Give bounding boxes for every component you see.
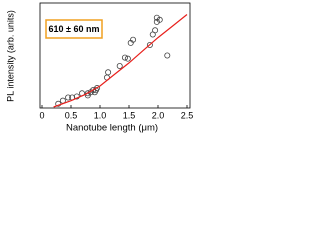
data-point [124,55,131,62]
data-point [65,94,72,101]
data-point [84,90,91,97]
data-point [105,69,112,76]
x-tick-label: 1.5 [123,110,136,120]
plot-frame [39,2,191,109]
annotation-box [45,19,103,39]
x-tick-label: 0 [39,110,44,120]
x-tick-label: 1.0 [94,110,107,120]
annotation: 610 ± 60 nm [49,24,100,34]
x-tick-label: 0.5 [65,110,78,120]
x-tick-label: 2.5 [181,110,194,120]
fit-line [53,14,188,108]
x-axis-label: Nanotube length (μm) [66,123,158,134]
data-point [156,16,163,23]
data-point [116,63,123,70]
data-point [164,52,171,59]
data-point [146,42,153,49]
data-point [121,54,128,61]
y-axis-label: PL intensity (arb. units) [5,10,15,102]
chart: 610 ± 60 nm Nanotube length (μm) PL inte… [5,2,194,134]
data-point [130,36,137,43]
data-point [152,27,159,34]
x-tick-label: 2.0 [152,110,165,120]
data-point [94,85,101,92]
